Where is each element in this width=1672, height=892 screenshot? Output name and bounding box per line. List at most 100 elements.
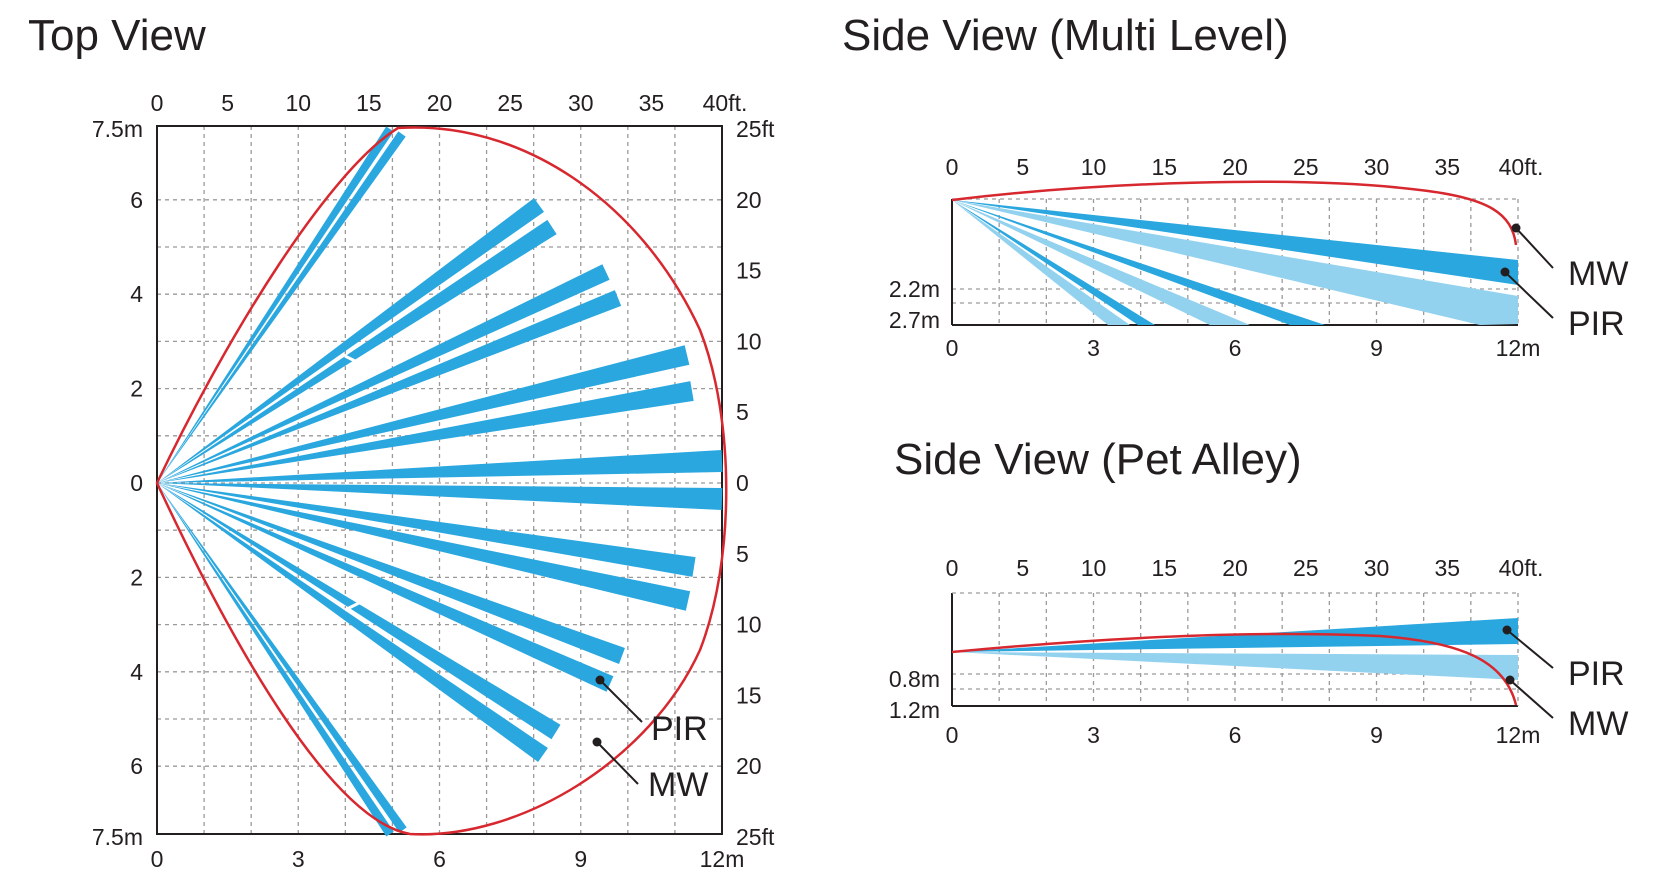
side-m-tick: 12m bbox=[1496, 335, 1541, 361]
top-view-ft-tick: 0 bbox=[151, 90, 164, 116]
pir-beam-light bbox=[952, 200, 1130, 325]
side-ft-tick: 25 bbox=[1293, 154, 1319, 180]
side-ft-tick: 5 bbox=[1016, 154, 1029, 180]
top-view-ft-y-tick: 5 bbox=[736, 541, 749, 567]
top-view-ft-y-tick: 25ft bbox=[736, 116, 775, 142]
top-view-ft-y-tick: 25ft bbox=[736, 824, 775, 850]
pir-beam bbox=[157, 483, 614, 692]
pir-beam bbox=[157, 483, 696, 577]
top-view-ft-y-tick: 20 bbox=[736, 753, 762, 779]
side-ft-tick: 5 bbox=[1016, 555, 1029, 581]
pir-beam bbox=[157, 450, 723, 483]
top-view-ft-tick: 10 bbox=[285, 90, 311, 116]
mw-label: MW bbox=[648, 766, 708, 804]
top-view-ft-tick: 5 bbox=[221, 90, 234, 116]
pir-callout-line bbox=[1506, 629, 1554, 669]
side-ft-tick: 15 bbox=[1151, 555, 1177, 581]
side-m-tick: 12m bbox=[1496, 722, 1541, 748]
mw-callout-line bbox=[596, 741, 639, 785]
side-m-tick: 3 bbox=[1087, 722, 1100, 748]
side-ft-tick: 10 bbox=[1081, 555, 1107, 581]
top-view-ft-tick: 40ft. bbox=[703, 90, 748, 116]
mw-boundary bbox=[951, 632, 1518, 706]
top-view-m-y-tick: 0 bbox=[130, 470, 143, 496]
mw-boundary bbox=[951, 180, 1518, 246]
pir-beam bbox=[157, 483, 691, 611]
side-y-tick: 2.7m bbox=[889, 307, 940, 333]
side-m-tick: 9 bbox=[1370, 722, 1383, 748]
side-ft-tick: 10 bbox=[1081, 154, 1107, 180]
pir-beam bbox=[157, 483, 625, 664]
pir-label: PIR bbox=[1568, 655, 1625, 693]
mw-boundary bbox=[155, 126, 728, 836]
side-m-tick: 3 bbox=[1087, 335, 1100, 361]
top-view-ft-y-tick: 10 bbox=[736, 328, 762, 354]
pir-beam bbox=[157, 483, 407, 833]
side-ft-tick: 30 bbox=[1364, 555, 1390, 581]
pir-beam bbox=[157, 345, 690, 483]
pir-label: PIR bbox=[651, 710, 708, 748]
top-view-m-tick: 12m bbox=[700, 846, 745, 872]
pir-beam bbox=[157, 483, 561, 740]
side-m-tick: 6 bbox=[1229, 335, 1242, 361]
top-view-m-y-tick: 7.5m bbox=[92, 116, 143, 142]
side-ft-tick: 20 bbox=[1222, 555, 1248, 581]
side-ft-tick: 15 bbox=[1151, 154, 1177, 180]
top-view-ft-tick: 15 bbox=[356, 90, 382, 116]
top-view-ft-y-tick: 5 bbox=[736, 399, 749, 425]
top-view-m-y-tick: 2 bbox=[130, 564, 143, 590]
top-view-m-y-tick: 4 bbox=[130, 281, 143, 307]
pir-beam-light bbox=[952, 652, 1518, 680]
pir-beam bbox=[157, 483, 723, 510]
top-view-m-tick: 6 bbox=[433, 846, 446, 872]
pir-beam bbox=[157, 381, 694, 483]
top-view-m-y-tick: 6 bbox=[130, 187, 143, 213]
side-view-multi-level-panel: 0 5 10 15 20 25 30 35 40ft. 0 3 6 9 12m 2.2m 2.7m MW PIR bbox=[889, 154, 1629, 361]
side-ft-tick: 40ft. bbox=[1499, 555, 1544, 581]
beam-gap bbox=[344, 601, 360, 612]
side-ft-tick: 35 bbox=[1434, 154, 1460, 180]
side-ft-tick: 30 bbox=[1364, 154, 1390, 180]
top-view-m-y-tick: 4 bbox=[130, 659, 143, 685]
pir-beam bbox=[157, 483, 548, 762]
top-view-ft-tick: 30 bbox=[568, 90, 594, 116]
top-view-m-y-tick: 2 bbox=[130, 376, 143, 402]
pir-callout-line bbox=[599, 679, 643, 723]
mw-callout-line bbox=[1515, 227, 1554, 269]
pir-beam bbox=[157, 264, 610, 483]
side-view-pet-alley-panel: 0 5 10 15 20 25 30 35 40ft. 0 3 6 9 12m 0.8m 1.2m PIR MW bbox=[889, 555, 1629, 748]
mw-label: MW bbox=[1568, 705, 1628, 743]
pir-label: PIR bbox=[1568, 305, 1625, 343]
pir-beam bbox=[157, 483, 394, 837]
side-m-tick: 9 bbox=[1370, 335, 1383, 361]
pir-beam bbox=[157, 198, 545, 483]
side-y-tick: 2.2m bbox=[889, 276, 940, 302]
top-view-ft-y-tick: 20 bbox=[736, 187, 762, 213]
top-view-title: Top View bbox=[28, 11, 206, 60]
pir-beam bbox=[157, 131, 406, 483]
beam-gap bbox=[344, 354, 360, 365]
top-view-ft-y-tick: 15 bbox=[736, 258, 762, 284]
top-view-m-tick: 3 bbox=[292, 846, 305, 872]
side-view-pet-alley-title: Side View (Pet Alley) bbox=[894, 435, 1302, 484]
side-m-tick: 0 bbox=[946, 335, 959, 361]
top-view-m-tick: 0 bbox=[151, 846, 164, 872]
side-ft-tick: 40ft. bbox=[1499, 154, 1544, 180]
pir-beam bbox=[952, 200, 1325, 325]
top-view-ft-tick: 35 bbox=[639, 90, 665, 116]
top-view-m-y-tick: 7.5m bbox=[92, 824, 143, 850]
pir-beam bbox=[952, 200, 1155, 325]
side-ft-tick: 35 bbox=[1434, 555, 1460, 581]
top-view-ft-tick: 20 bbox=[427, 90, 453, 116]
side-ft-tick: 25 bbox=[1293, 555, 1319, 581]
top-view-ft-y-tick: 0 bbox=[736, 470, 749, 496]
top-view-ft-tick: 25 bbox=[497, 90, 523, 116]
top-view-ft-y-tick: 10 bbox=[736, 612, 762, 638]
pir-beam-light bbox=[952, 200, 1518, 325]
pir-beam-light bbox=[952, 200, 1250, 325]
side-m-tick: 0 bbox=[946, 722, 959, 748]
pir-beam bbox=[952, 200, 1518, 285]
pir-beam bbox=[157, 219, 557, 483]
side-ft-tick: 0 bbox=[946, 555, 959, 581]
side-y-tick: 1.2m bbox=[889, 697, 940, 723]
